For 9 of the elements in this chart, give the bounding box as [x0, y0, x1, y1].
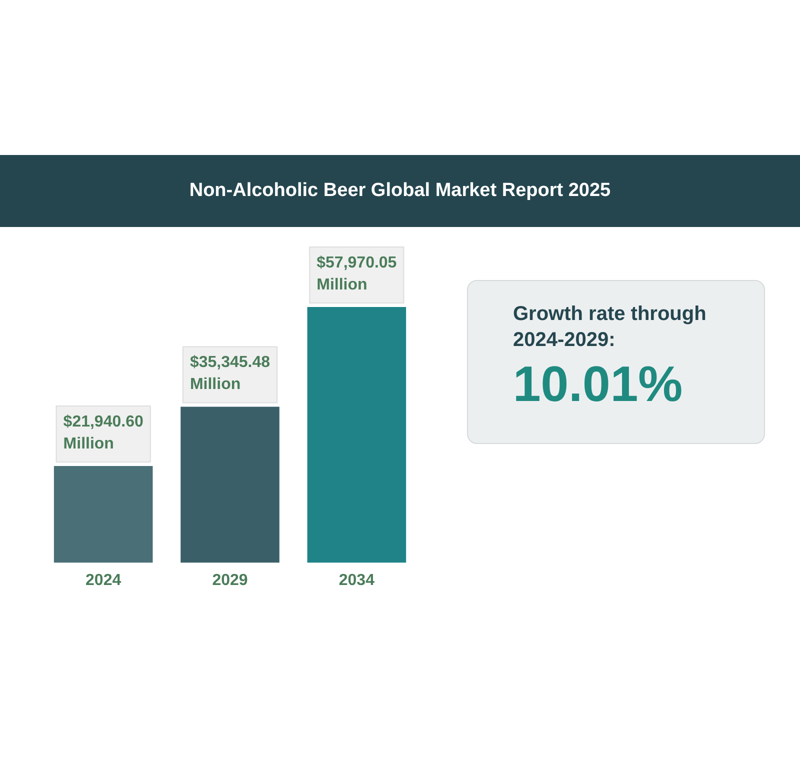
data-label: $35,345.48 Million: [190, 354, 270, 394]
x-tick-label: 2029: [212, 572, 248, 589]
chart-title: Non-Alcoholic Beer Global Market Report 2025: [0, 155, 800, 227]
data-label: $21,940.60 Million: [63, 413, 144, 452]
text: Growth rate through 2024-2029:: [513, 302, 708, 353]
data-label: $57,970.05 Million: [316, 254, 397, 294]
x-tick-label: 2024: [86, 572, 122, 589]
x-tick-label: 2034: [338, 572, 375, 589]
text: 10.01%: [513, 355, 684, 413]
